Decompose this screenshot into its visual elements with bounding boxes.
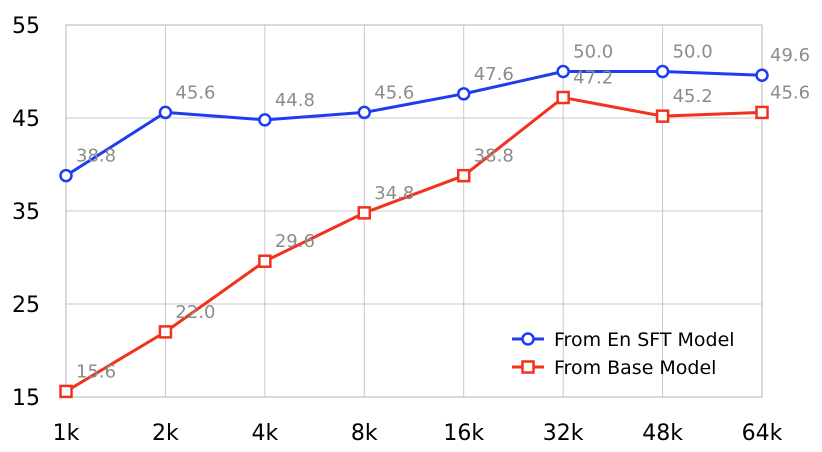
- data-point: [755, 105, 769, 120]
- y-tick-label: 35: [12, 200, 40, 225]
- x-tick-label: 8k: [351, 421, 378, 446]
- y-tick-label: 15: [12, 386, 40, 411]
- data-label: 44.8: [275, 90, 315, 111]
- data-point: [158, 105, 173, 120]
- data-label: 38.8: [474, 146, 514, 167]
- data-label: 45.6: [374, 82, 414, 103]
- x-tick-label: 1k: [53, 421, 80, 446]
- data-point: [357, 105, 372, 120]
- y-tick-label: 25: [12, 293, 40, 318]
- data-label: 45.6: [175, 82, 215, 103]
- x-tick-label: 2k: [152, 421, 179, 446]
- data-point: [755, 68, 769, 82]
- data-point: [655, 64, 670, 79]
- data-point: [59, 384, 73, 399]
- data-point: [258, 254, 272, 268]
- data-point: [556, 90, 570, 105]
- x-tick-label: 16k: [443, 421, 484, 446]
- data-point: [655, 109, 670, 123]
- data-point: [456, 87, 471, 101]
- data-point: [258, 113, 272, 127]
- data-label: 15.6: [76, 361, 116, 382]
- data-point: [59, 168, 73, 183]
- plot-frame: [65, 24, 763, 398]
- legend-item-2: From Base Model: [512, 357, 716, 379]
- series-1: 38.8 45.6 44.8 45.6 47.6 50.0 50.0 49.6: [59, 42, 810, 183]
- x-tick-label: 64k: [742, 421, 783, 446]
- legend-marker: [521, 360, 535, 374]
- series-2: 15.6 22.0 29.6 34.8 38.8 47.2 45.2 45.6: [59, 68, 810, 399]
- data-point: [357, 206, 372, 220]
- legend-item-1: From En SFT Model: [512, 329, 735, 351]
- legend-label: From Base Model: [554, 357, 716, 379]
- data-point: [456, 168, 471, 183]
- series-line: [65, 96, 763, 393]
- legend-marker: [521, 332, 535, 346]
- y-tick-label: 45: [12, 107, 40, 132]
- legend-label: From En SFT Model: [554, 329, 735, 351]
- data-label: 47.2: [573, 68, 613, 89]
- x-tick-label: 32k: [543, 421, 584, 446]
- data-label: 34.8: [374, 183, 414, 204]
- data-label: 50.0: [673, 42, 713, 63]
- data-label: 45.6: [770, 82, 810, 103]
- data-label: 47.6: [474, 64, 514, 85]
- data-label: 29.6: [275, 231, 315, 252]
- data-point: [556, 64, 570, 79]
- y-axis-ticks: 15 25 35 45 55: [12, 14, 40, 411]
- series-line: [65, 70, 763, 177]
- data-point: [158, 325, 173, 339]
- data-label: 50.0: [573, 42, 613, 63]
- y-tick-label: 55: [12, 14, 40, 39]
- x-tick-label: 4k: [251, 421, 278, 446]
- data-label: 22.0: [175, 302, 215, 323]
- data-label: 49.6: [770, 45, 810, 66]
- data-label: 38.8: [76, 146, 116, 167]
- data-label: 45.2: [673, 86, 713, 107]
- series-layer: 38.8 45.6 44.8 45.6 47.6 50.0 50.0 49.6 15.6 22.0…: [59, 42, 810, 399]
- legend: From En SFT Model From Base Model: [512, 329, 735, 379]
- x-tick-label: 48k: [642, 421, 683, 446]
- x-axis-ticks: 1k 2k 4k 8k 16k 32k 48k 64k: [53, 421, 783, 446]
